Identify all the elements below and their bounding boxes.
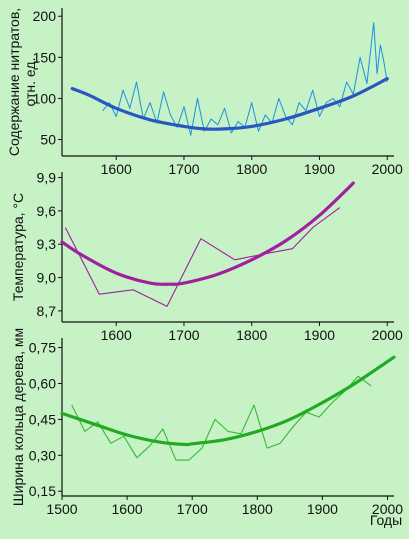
x-tick-label: 1700	[168, 161, 199, 177]
chart-panel-2: 8,7 9,0 9,3 9,6 9,9 1600 1700 1800 1900 2000 Темпе…	[10, 170, 403, 343]
y-axis-title-line: отн. ед.	[22, 58, 38, 107]
y-tick-label: 100	[33, 90, 57, 106]
x-tick-label: 1700	[168, 327, 199, 343]
trend-line	[60, 355, 396, 447]
x-tick-label: 1800	[242, 501, 273, 517]
x-tick-label: 2000	[372, 327, 403, 343]
y-tick-label: 200	[33, 8, 57, 24]
x-axis-title: Годы	[370, 512, 402, 528]
y-tick-label: 0,75	[29, 340, 56, 356]
y-tick-label: 8,7	[37, 303, 57, 319]
y-tick-label: 9,0	[37, 270, 57, 286]
trend-line	[60, 181, 355, 286]
observed-series-line	[71, 375, 372, 461]
y-tick-label: 0,45	[29, 411, 56, 427]
y-tick-label: 9,3	[37, 236, 57, 252]
x-tick-label: 2000	[372, 501, 403, 517]
y-tick-label: 0,30	[29, 447, 56, 463]
y-axis-title: Температура, °С	[10, 193, 26, 301]
x-tick-label: 1500	[46, 501, 77, 517]
chart-panel-1: 50 100 150 200 1600 1700 1800 1900 2000 Содержани…	[6, 8, 403, 177]
y-axis-title: Содержание нитратов,отн. ед.	[6, 8, 38, 156]
x-tick-label: 1600	[101, 327, 132, 343]
x-tick-label: 1900	[304, 161, 335, 177]
x-tick-label: 1800	[236, 327, 267, 343]
x-tick-label: 1800	[236, 161, 267, 177]
y-axis-title: Ширина кольца дерева, мм	[10, 328, 26, 506]
x-tick-label: 1700	[177, 501, 208, 517]
x-tick-label: 1900	[307, 501, 338, 517]
observed-series-line	[64, 207, 341, 307]
y-tick-label: 50	[40, 132, 56, 148]
trend-line	[70, 77, 389, 131]
y-tick-label: 0,60	[29, 375, 56, 391]
x-tick-label: 1900	[304, 327, 335, 343]
y-tick-label: 150	[33, 49, 57, 65]
x-tick-label: 1600	[101, 161, 132, 177]
y-axis-title-line: Содержание нитратов,	[6, 8, 22, 156]
chart-panel-3: 0,15 0,30 0,45 0,60 0,75 1500 1600 1700 1800 1900…	[10, 328, 403, 517]
y-tick-label: 9,6	[37, 203, 57, 219]
y-tick-label: 9,9	[37, 170, 57, 186]
x-tick-label: 1600	[112, 501, 143, 517]
annual-series-line	[102, 22, 388, 136]
x-tick-label: 2000	[372, 161, 403, 177]
y-tick-label: 0,15	[29, 483, 56, 499]
